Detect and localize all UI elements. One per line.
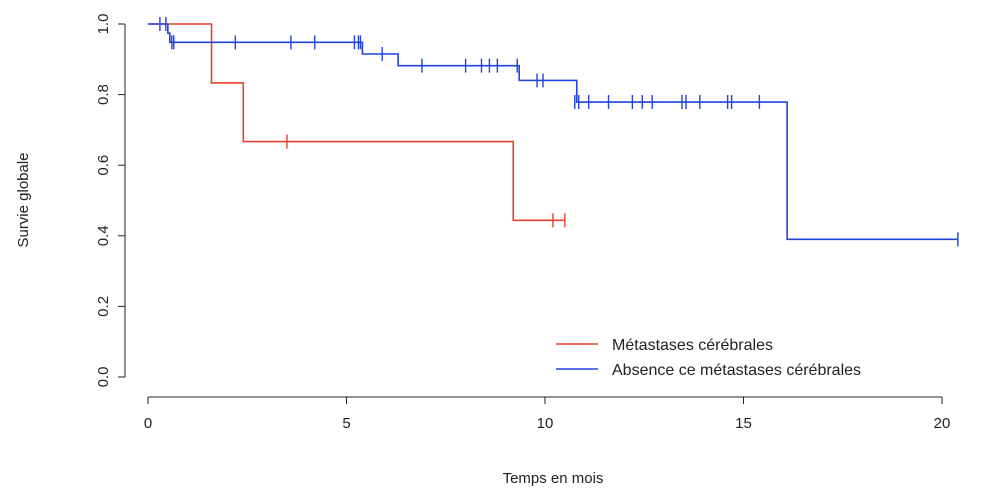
x-tick-label: 10 xyxy=(537,415,554,432)
x-tick-label: 0 xyxy=(144,415,152,432)
series-line xyxy=(148,23,565,222)
legend: Métastases cérébrales Absence ce métastas… xyxy=(556,337,861,379)
y-tick-label: 0.0 xyxy=(95,367,112,388)
x-tick-label: 5 xyxy=(342,415,350,432)
x-tick-label: 20 xyxy=(934,415,951,432)
series-1 xyxy=(148,23,566,228)
series-2 xyxy=(148,17,959,247)
series-layer xyxy=(148,17,959,247)
y-tick-label: 0.6 xyxy=(95,155,112,176)
legend-label: Métastases cérébrales xyxy=(612,337,773,354)
y-tick-label: 0.2 xyxy=(95,296,112,317)
y-tick-label: 1.0 xyxy=(95,14,112,35)
y-axis-label: Survie globale xyxy=(15,152,32,247)
y-tick-label: 0.8 xyxy=(95,84,112,105)
y-tick-label: 0.4 xyxy=(95,225,112,246)
axes: 0 5 10 15 20 0.0 0.2 0.4 0.6 0.8 1.0 xyxy=(95,14,950,432)
x-axis-label: Temps en mois xyxy=(503,470,604,487)
legend-label: Absence ce métastases cérébrales xyxy=(612,362,861,379)
series-line xyxy=(148,23,958,241)
x-tick-label: 15 xyxy=(735,415,752,432)
